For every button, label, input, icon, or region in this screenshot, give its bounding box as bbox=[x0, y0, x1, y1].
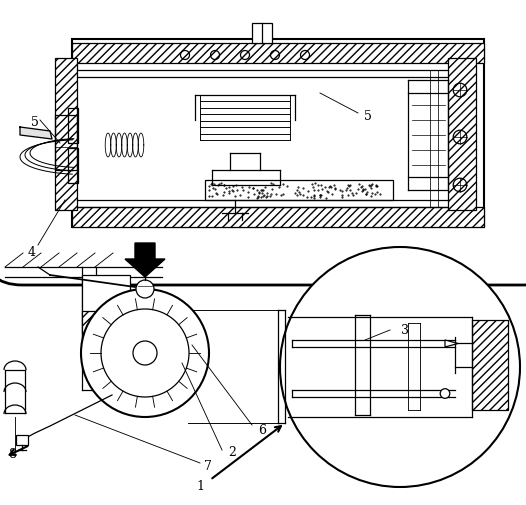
Text: 7: 7 bbox=[204, 461, 212, 474]
Bar bbox=[252, 23, 272, 43]
Circle shape bbox=[81, 289, 209, 417]
Bar bbox=[448, 58, 476, 210]
Bar bbox=[82, 311, 130, 333]
Text: 8: 8 bbox=[8, 448, 16, 462]
Circle shape bbox=[136, 280, 154, 298]
Circle shape bbox=[280, 247, 520, 487]
Text: 5: 5 bbox=[31, 117, 39, 129]
FancyBboxPatch shape bbox=[0, 0, 526, 285]
Polygon shape bbox=[445, 340, 458, 347]
Bar bbox=[68, 108, 78, 143]
Text: 3: 3 bbox=[401, 324, 409, 336]
Text: 1: 1 bbox=[196, 480, 204, 493]
Text: 2: 2 bbox=[228, 446, 236, 460]
Bar bbox=[55, 115, 77, 170]
Text: 6: 6 bbox=[258, 424, 266, 436]
Polygon shape bbox=[125, 243, 165, 277]
Bar bbox=[472, 320, 508, 410]
Polygon shape bbox=[20, 127, 52, 139]
Bar bbox=[205, 180, 393, 200]
Bar bbox=[68, 148, 78, 183]
Bar bbox=[72, 39, 484, 227]
Bar bbox=[55, 58, 77, 210]
Bar bbox=[72, 43, 484, 63]
Bar bbox=[82, 275, 130, 340]
Circle shape bbox=[440, 389, 450, 398]
Bar bbox=[72, 207, 484, 227]
Text: 4: 4 bbox=[28, 246, 36, 260]
Bar bbox=[16, 435, 28, 445]
Text: 5: 5 bbox=[364, 111, 372, 124]
